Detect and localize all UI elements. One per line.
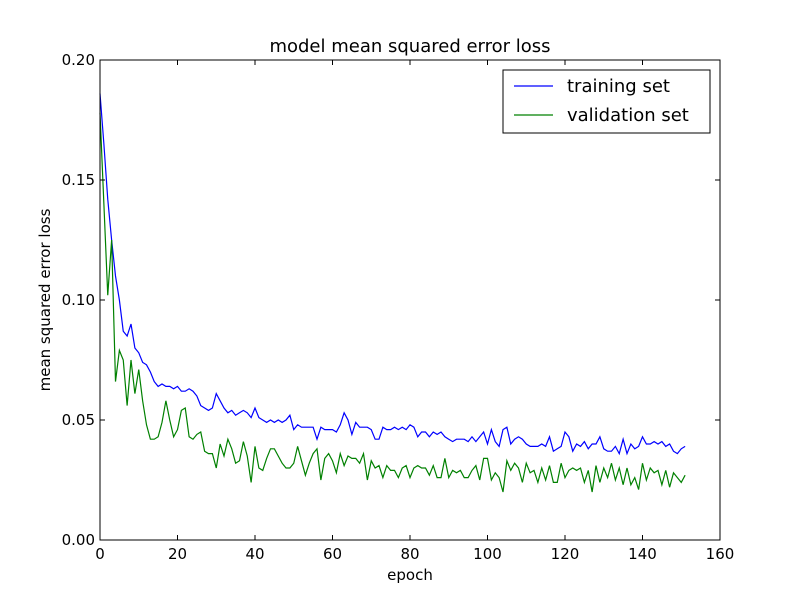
- x-tick-label: 100: [473, 545, 502, 563]
- series-layer: [99, 93, 686, 493]
- x-tick-label: 160: [706, 545, 735, 563]
- series-line-training: [99, 93, 686, 456]
- y-tick-label: 0.05: [62, 411, 95, 429]
- legend-label-training: training set: [567, 76, 670, 97]
- x-tick-label: 0: [95, 545, 105, 563]
- x-tick-label: 60: [323, 545, 342, 563]
- y-tick-label: 0.00: [62, 531, 95, 549]
- y-tick-label: 0.15: [62, 171, 95, 189]
- tick-layer: 0 20 40 60 80 100 120 140 160 0.00 0.05 0.10 0.15 0.2…: [62, 51, 735, 563]
- legend: training set validation set: [502, 69, 711, 134]
- x-tick-label: 140: [628, 545, 657, 563]
- legend-label-validation: validation set: [567, 105, 689, 126]
- plot-area: [100, 60, 720, 540]
- x-tick-label: 120: [551, 545, 580, 563]
- x-axis-label: epoch: [387, 566, 433, 584]
- y-tick-label: 0.20: [62, 51, 95, 69]
- series-line-validation: [99, 112, 686, 493]
- y-axis-label: mean squared error loss: [36, 208, 54, 391]
- y-tick-label: 0.10: [62, 291, 95, 309]
- x-tick-label: 80: [400, 545, 419, 563]
- legend-box: [502, 69, 711, 134]
- chart-title: model mean squared error loss: [269, 36, 550, 57]
- x-tick-label: 40: [245, 545, 264, 563]
- x-tick-label: 20: [168, 545, 187, 563]
